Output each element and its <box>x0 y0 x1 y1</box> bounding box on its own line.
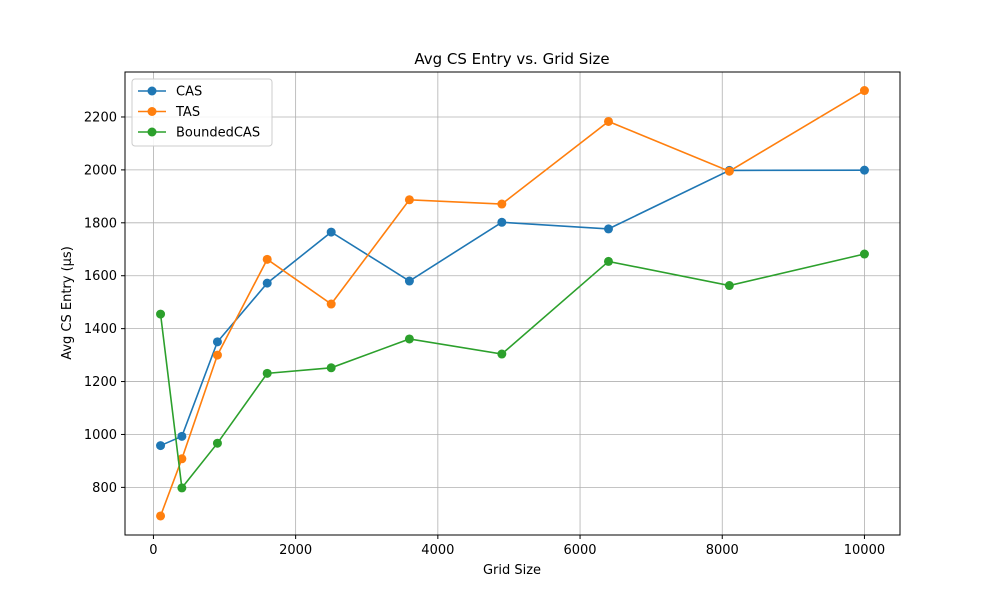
chart-title: Avg CS Entry vs. Grid Size <box>414 50 609 68</box>
legend-label: TAS <box>175 105 200 120</box>
y-axis: 800 1000 1200 1400 1600 1800 2000 2200 <box>84 110 125 496</box>
x-tick-label: 6000 <box>563 543 596 558</box>
data-point-boundedcas <box>262 368 272 378</box>
legend-swatch-marker <box>147 107 157 116</box>
y-tick-label: 2200 <box>84 110 117 125</box>
y-tick-label: 800 <box>92 481 117 496</box>
data-point-boundedcas <box>724 281 734 291</box>
data-point-tas <box>156 511 166 521</box>
series-boundedcas <box>156 249 869 493</box>
series-line-tas <box>159 89 865 517</box>
legend-box <box>131 78 273 147</box>
legend-item-tas: TAS <box>138 105 200 120</box>
data-point-cas <box>603 224 613 234</box>
data-point-cas <box>497 217 507 227</box>
data-point-tas <box>262 254 272 264</box>
y-tick-label: 1200 <box>84 375 117 390</box>
data-point-tas <box>404 195 414 205</box>
data-point-tas <box>603 116 613 126</box>
data-point-cas <box>212 337 222 347</box>
y-axis-label: Avg CS Entry (µs) <box>60 246 75 360</box>
data-point-boundedcas <box>603 256 613 266</box>
series-tas <box>156 86 869 521</box>
data-point-tas <box>177 454 187 464</box>
series-group <box>156 86 869 521</box>
data-point-boundedcas <box>859 249 869 259</box>
data-point-tas <box>724 166 734 176</box>
x-tick-label: 0 <box>149 543 157 558</box>
y-tick-label: 1400 <box>84 322 117 337</box>
series-line-boundedcas <box>159 253 865 490</box>
data-point-tas <box>497 199 507 209</box>
data-point-tas <box>326 299 336 309</box>
data-point-cas <box>859 165 869 175</box>
data-point-boundedcas <box>177 483 187 493</box>
series-line-cas <box>160 169 865 447</box>
x-tick-label: 2000 <box>279 543 312 558</box>
series-cas <box>156 165 869 451</box>
data-point-cas <box>326 227 336 237</box>
x-axis: 0 2000 4000 6000 8000 10000 <box>149 535 885 558</box>
data-point-boundedcas <box>404 334 414 344</box>
x-tick-label: 4000 <box>421 543 454 558</box>
data-point-cas <box>156 441 166 451</box>
legend-item-boundedcas: BoundedCAS <box>138 126 260 141</box>
legend-label: BoundedCAS <box>176 126 260 141</box>
legend-swatch-marker <box>147 86 157 96</box>
legend-label: CAS <box>176 85 202 100</box>
y-tick-label: 1800 <box>84 216 117 231</box>
x-axis-label: Grid Size <box>483 563 541 578</box>
plot-frame <box>124 71 901 536</box>
legend-item-cas: CAS <box>138 85 202 100</box>
x-tick-label: 10000 <box>844 543 885 558</box>
y-tick-label: 1000 <box>84 428 117 443</box>
x-tick-label: 8000 <box>706 543 739 558</box>
y-tick-label: 1600 <box>84 269 117 284</box>
data-point-boundedcas <box>156 309 166 319</box>
legend: CAS TAS BoundedCAS <box>131 78 273 147</box>
data-point-cas <box>404 276 414 286</box>
y-tick-label: 2000 <box>84 163 117 178</box>
data-point-tas <box>212 350 222 360</box>
data-point-boundedcas <box>326 363 336 373</box>
data-point-cas <box>262 278 272 288</box>
legend-swatch-marker <box>147 127 157 137</box>
data-point-boundedcas <box>212 438 222 448</box>
data-point-boundedcas <box>497 349 507 359</box>
data-point-cas <box>177 431 187 441</box>
data-point-tas <box>859 86 869 96</box>
